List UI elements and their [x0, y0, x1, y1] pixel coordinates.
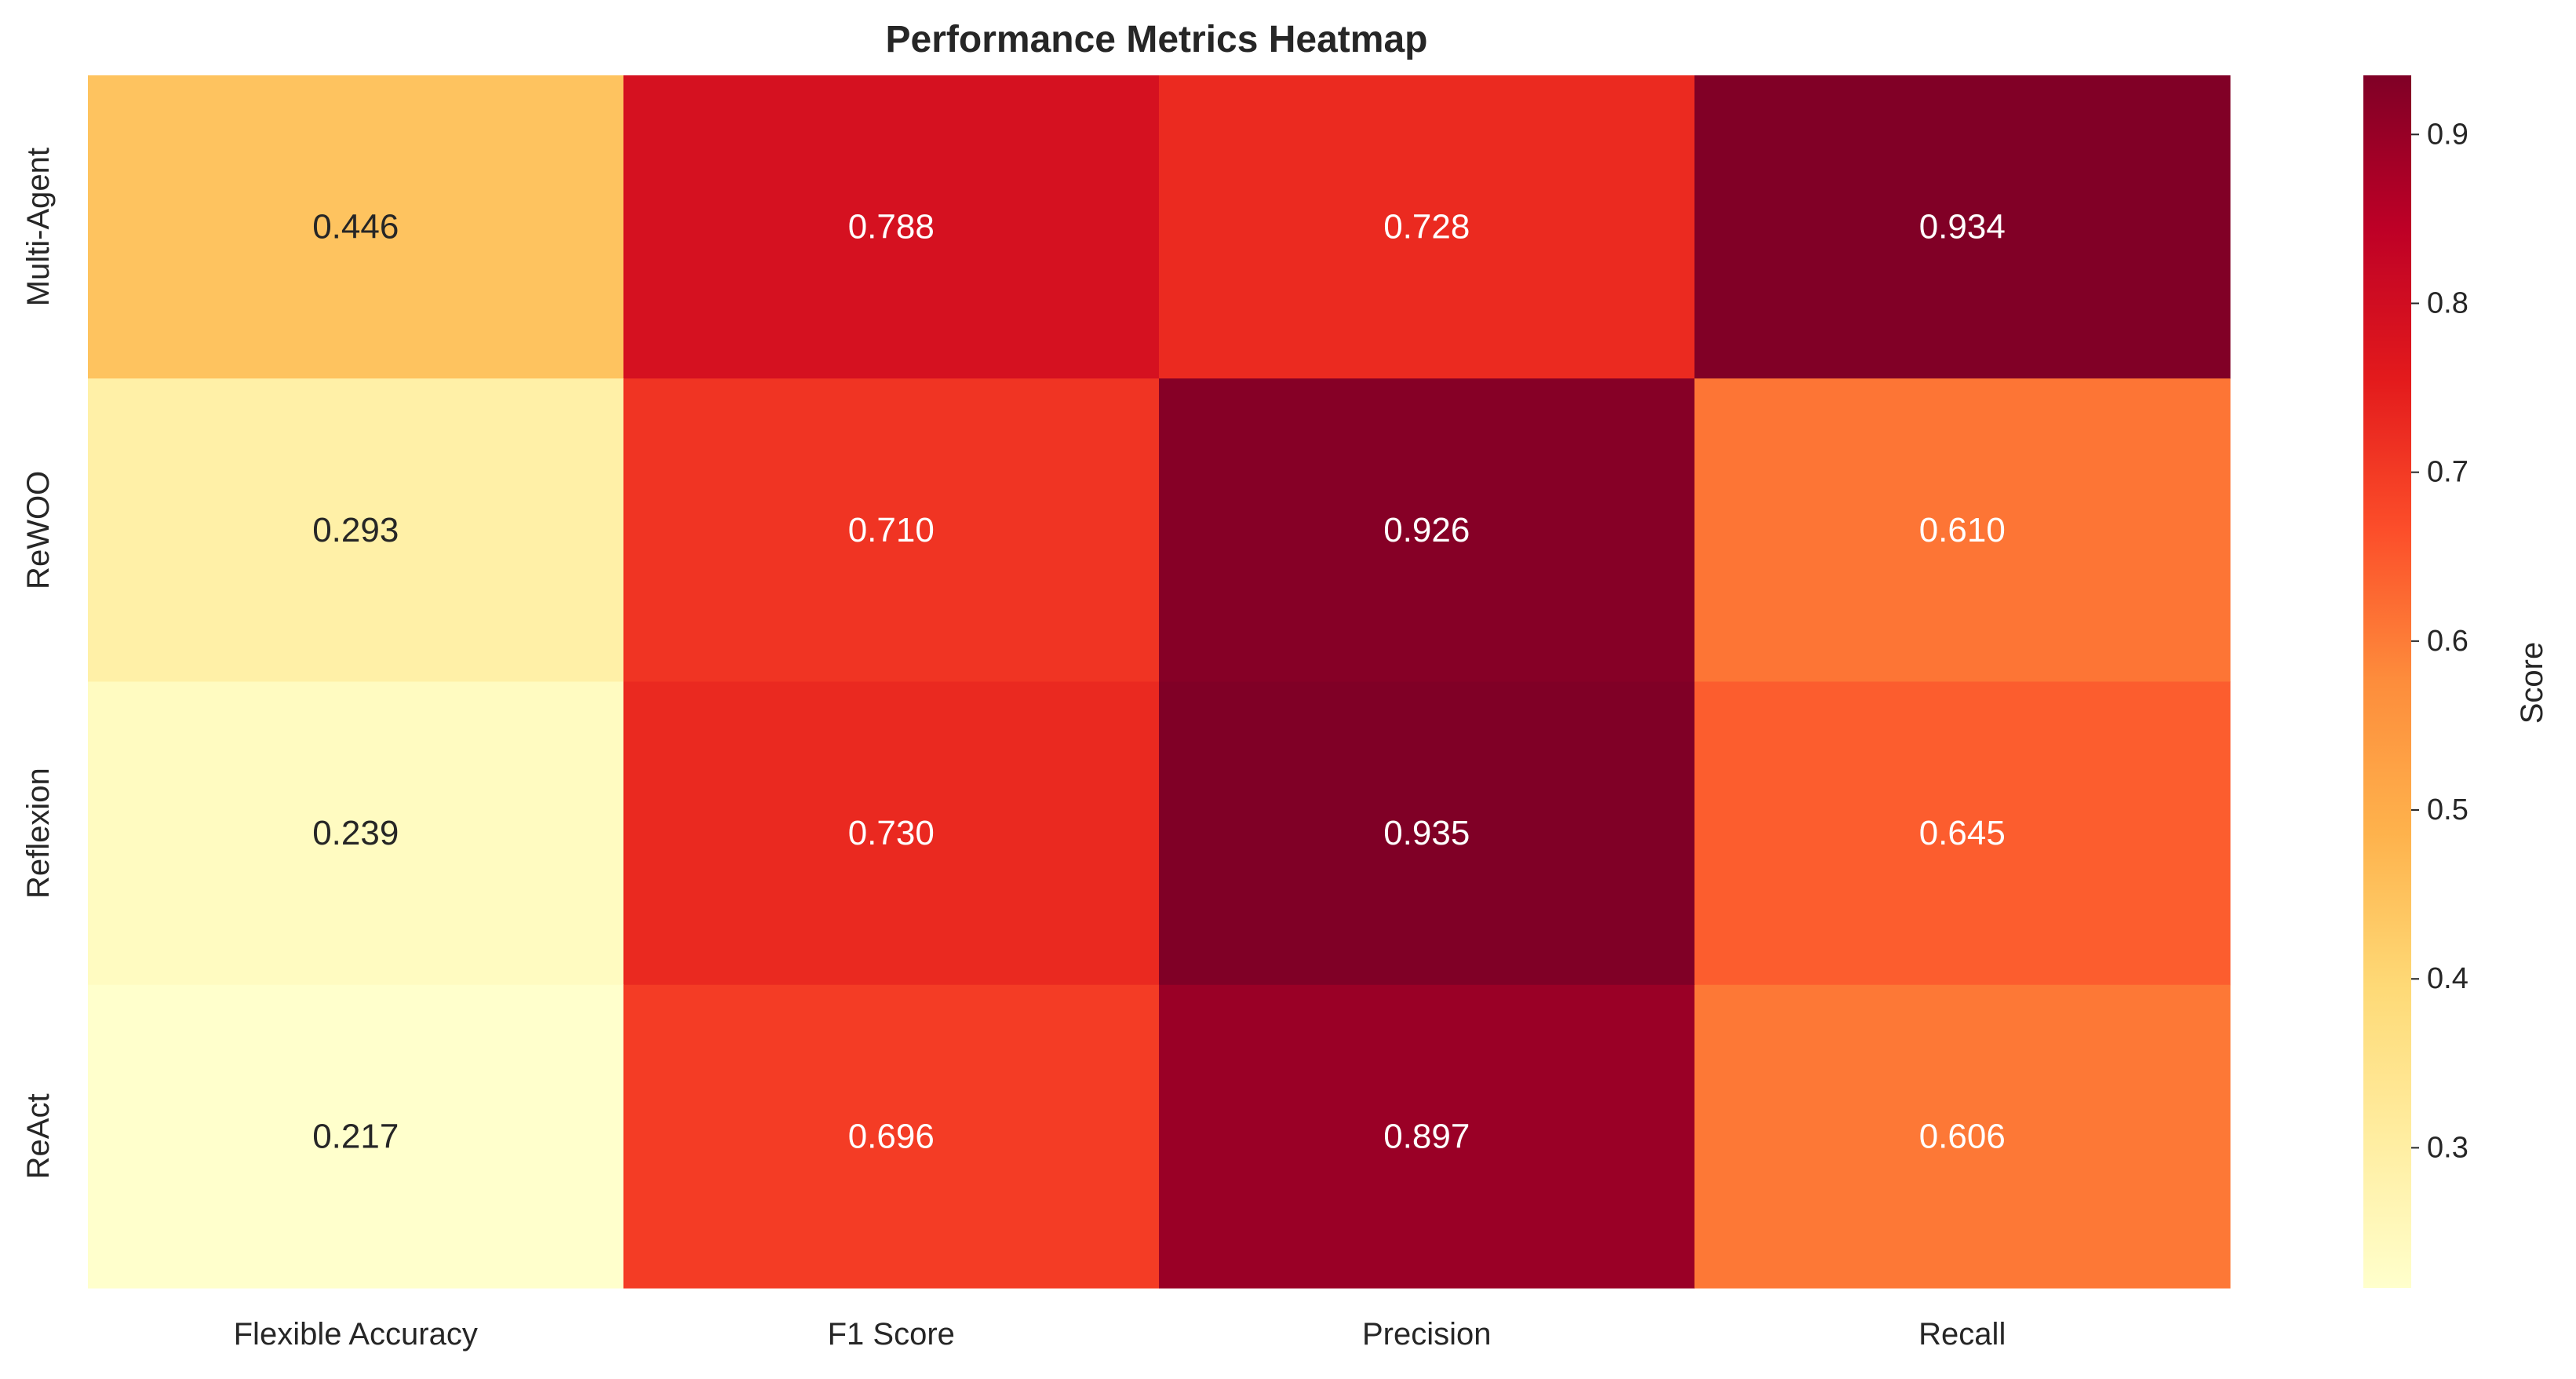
cell-value-label: 0.446 — [312, 208, 399, 246]
heatmap-cell — [623, 681, 1160, 986]
x-tick-label: Recall — [1918, 1317, 2006, 1352]
heatmap-cell — [1694, 378, 2231, 683]
cell-value-label: 0.897 — [1383, 1117, 1470, 1155]
colorbar-ticks: 0.3 0.4 0.5 0.6 0.7 0.8 0.9 — [2411, 118, 2469, 1164]
heatmap-cell — [623, 75, 1160, 379]
colorbar-tick-label: 0.8 — [2427, 286, 2469, 319]
colorbar-tick-label: 0.5 — [2427, 793, 2469, 826]
cell-value-label: 0.645 — [1919, 814, 2006, 852]
colorbar-tick-label: 0.6 — [2427, 625, 2469, 658]
y-tick-label: Multi-Agent — [21, 148, 56, 306]
heatmap-cell — [1159, 681, 1696, 986]
cell-value-label: 0.934 — [1919, 208, 2006, 246]
y-axis-ticks: Multi-Agent ReWOO Reflexion ReAct — [21, 148, 56, 1179]
cell-value-label: 0.730 — [848, 814, 935, 852]
heatmap-cell — [88, 681, 625, 986]
colorbar-label: Score — [2515, 642, 2549, 724]
colorbar-tick-label: 0.3 — [2427, 1131, 2469, 1164]
heatmap-cell — [1159, 75, 1696, 379]
cell-value-label: 0.728 — [1383, 208, 1470, 246]
x-axis-ticks: Flexible Accuracy F1 Score Precision Recall — [234, 1317, 2006, 1352]
y-tick-label: Reflexion — [21, 768, 56, 899]
cell-value-label: 0.935 — [1383, 814, 1470, 852]
heatmap-cell — [88, 75, 625, 379]
heatmap-cell — [1159, 984, 1696, 1289]
x-tick-label: Flexible Accuracy — [234, 1317, 478, 1352]
y-tick-label: ReAct — [21, 1093, 56, 1179]
cell-value-label: 0.926 — [1383, 511, 1470, 549]
heatmap-cell — [88, 378, 625, 683]
heatmap-cell — [1694, 681, 2231, 986]
x-tick-label: F1 Score — [828, 1317, 955, 1352]
colorbar-tick-label: 0.9 — [2427, 118, 2469, 151]
cell-value-label: 0.710 — [848, 511, 935, 549]
colorbar-gradient — [2363, 75, 2411, 1288]
heatmap-cell-labels: 0.446 0.788 0.728 0.934 0.293 0.710 0.926 0.610… — [312, 208, 2006, 1156]
heatmap-cell — [623, 378, 1160, 683]
x-tick-label: Precision — [1362, 1317, 1492, 1352]
heatmap-cell — [1159, 378, 1696, 683]
heatmap-cell — [1694, 75, 2231, 379]
colorbar-tick-label: 0.7 — [2427, 456, 2469, 489]
cell-value-label: 0.610 — [1919, 511, 2006, 549]
heatmap-cells — [88, 75, 2231, 1289]
cell-value-label: 0.788 — [848, 208, 935, 246]
heatmap-cell — [623, 984, 1160, 1289]
cell-value-label: 0.293 — [312, 511, 399, 549]
cell-value-label: 0.239 — [312, 814, 399, 852]
cell-value-label: 0.217 — [312, 1117, 399, 1155]
colorbar: 0.3 0.4 0.5 0.6 0.7 0.8 0.9 Score — [2363, 75, 2549, 1288]
cell-value-label: 0.606 — [1919, 1117, 2006, 1155]
colorbar-tick-label: 0.4 — [2427, 962, 2469, 995]
heatmap-cell — [1694, 984, 2231, 1289]
chart-title: Performance Metrics Heatmap — [886, 19, 1428, 60]
heatmap-cell — [88, 984, 625, 1289]
y-tick-label: ReWOO — [21, 471, 56, 589]
cell-value-label: 0.696 — [848, 1117, 935, 1155]
